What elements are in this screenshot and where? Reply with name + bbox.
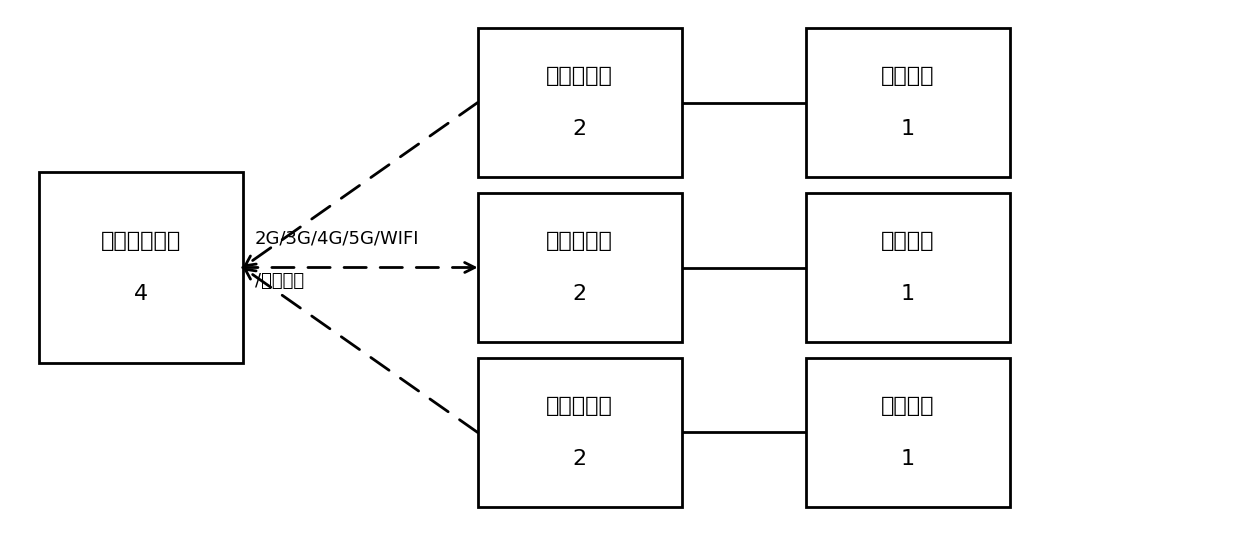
Bar [806,358,1009,507]
Text: 1: 1 [900,284,915,304]
Bar [806,28,1009,177]
Text: /有线通讯: /有线通讯 [255,272,304,290]
Text: 智慧接线盒: 智慧接线盒 [547,66,614,86]
Bar [477,193,682,342]
Bar [38,172,243,363]
Text: 2: 2 [573,449,587,469]
Text: 1: 1 [900,119,915,139]
Text: 4: 4 [134,284,148,304]
Text: 光伏组件: 光伏组件 [880,396,935,416]
Text: 智慧接线盒: 智慧接线盒 [547,231,614,251]
Text: 2G/3G/4G/5G/WIFI: 2G/3G/4G/5G/WIFI [255,229,419,247]
Text: 2: 2 [573,284,587,304]
Text: 智慧接线盒: 智慧接线盒 [547,396,614,416]
Text: 2: 2 [573,119,587,139]
Bar [477,28,682,177]
Text: 监控中心平台: 监控中心平台 [100,231,181,251]
Bar [477,358,682,507]
Bar [806,193,1009,342]
Text: 1: 1 [900,449,915,469]
Text: 光伏组件: 光伏组件 [880,231,935,251]
Text: 光伏组件: 光伏组件 [880,66,935,86]
